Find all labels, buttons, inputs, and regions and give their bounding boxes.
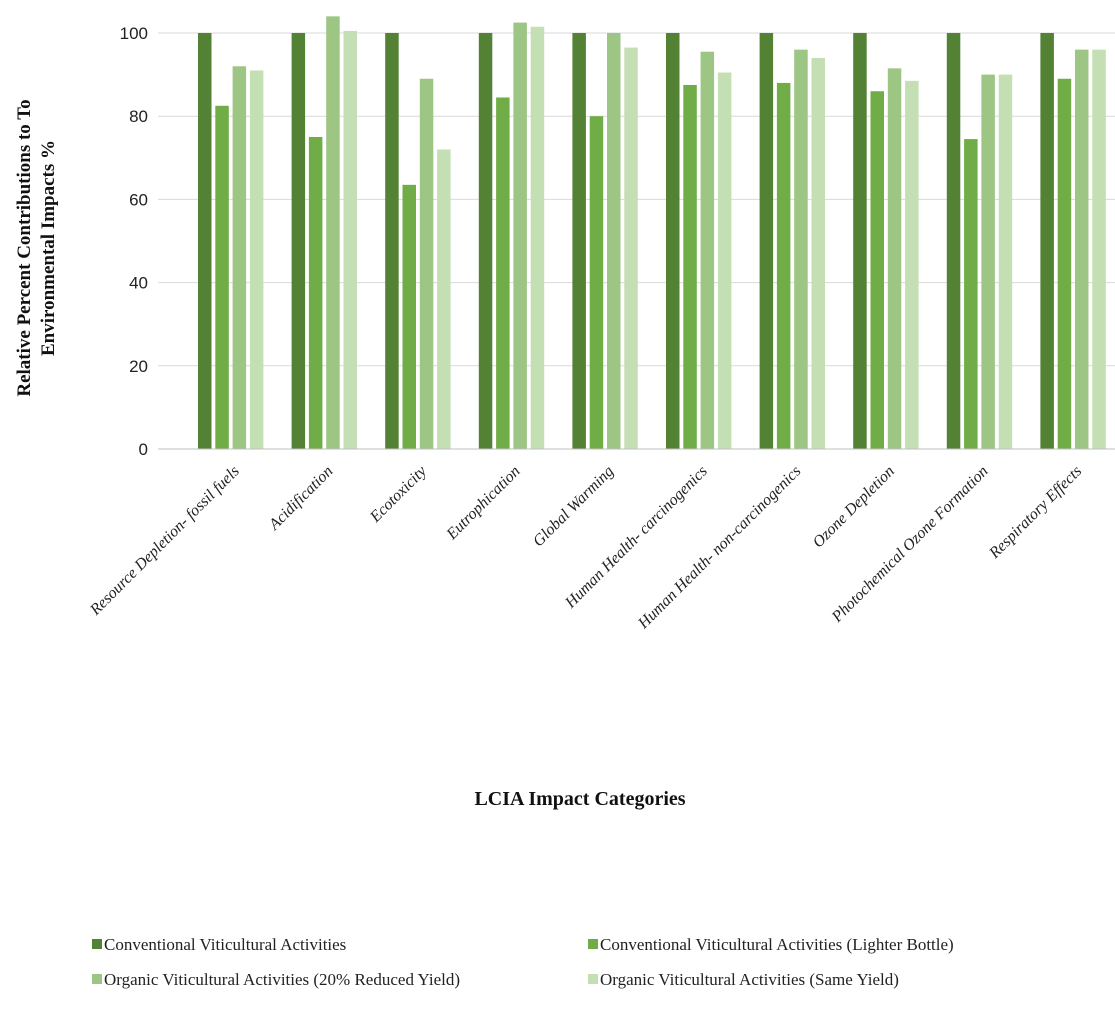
- bar-7-series-1: [759, 33, 774, 449]
- bar-4-series-3: [513, 22, 527, 449]
- legend-label-2: Conventional Viticultural Activities (Li…: [600, 935, 954, 954]
- category-labels: Resource Depletion- fossil fuels Acidific…: [86, 462, 1085, 633]
- bar-7-series-4: [811, 57, 825, 450]
- legend: Conventional Viticultural Activities Conv…: [92, 935, 954, 989]
- x-axis-label: LCIA Impact Categories: [474, 788, 685, 810]
- category-label-9: Photochemical Ozone Formation: [828, 463, 992, 627]
- bar-9-series-4: [998, 74, 1013, 449]
- legend-label-3: Organic Viticultural Activities (20% Red…: [104, 970, 460, 989]
- y-tick-label-100: 100: [120, 24, 148, 43]
- legend-swatch-1: [92, 939, 102, 949]
- bar-10-series-3: [1075, 49, 1089, 449]
- bar-8-series-3: [887, 68, 902, 450]
- legend-label-1: Conventional Viticultural Activities: [104, 935, 346, 954]
- bar-4-series-2: [496, 97, 510, 449]
- y-tick-label-60: 60: [129, 190, 148, 209]
- y-tick-label-0: 0: [139, 440, 148, 459]
- category-label-8: Ozone Depletion: [810, 463, 898, 551]
- bar-8-series-2: [870, 91, 884, 450]
- category-label-1: Resource Depletion- fossil fuels: [86, 463, 243, 620]
- bar-9-series-1: [946, 33, 961, 449]
- bar-1-series-1: [198, 33, 212, 449]
- bar-6-series-1: [666, 33, 680, 449]
- y-axis-label-line-2: Environmental Impacts %: [38, 140, 59, 356]
- legend-swatch-2: [588, 939, 598, 949]
- bar-10-series-2: [1057, 78, 1072, 449]
- bar-10-series-4: [1092, 49, 1106, 449]
- bar-1-series-3: [232, 66, 247, 449]
- category-label-10: Respiratory Effects: [985, 463, 1085, 563]
- bar-4-series-1: [478, 33, 493, 449]
- bar-3-series-3: [419, 78, 434, 449]
- y-axis-label-line-1: Relative Percent Contributions to To: [14, 99, 35, 396]
- bar-1-series-4: [249, 70, 264, 449]
- bar-6-series-4: [717, 72, 732, 450]
- bar-3-series-1: [385, 33, 399, 449]
- bar-9-series-3: [981, 74, 995, 449]
- category-label-2: Acidification: [265, 463, 336, 534]
- bar-8-series-1: [853, 33, 867, 449]
- bar-2-series-4: [343, 30, 357, 449]
- bars: [198, 16, 1106, 450]
- bar-2-series-1: [291, 33, 306, 449]
- bar-5-series-2: [589, 116, 604, 449]
- category-label-4: Eutrophication: [443, 463, 524, 544]
- category-label-7: Human Health- non-carcinogenics: [634, 463, 804, 633]
- bar-3-series-2: [402, 184, 416, 449]
- bar-10-series-1: [1040, 33, 1054, 449]
- y-tick-label-40: 40: [129, 274, 148, 293]
- bar-5-series-4: [624, 47, 638, 450]
- category-label-5: Global Warming: [530, 463, 617, 550]
- legend-swatch-3: [92, 974, 102, 984]
- bar-3-series-4: [437, 149, 451, 450]
- bar-6-series-3: [700, 51, 715, 449]
- bar-1-series-2: [215, 105, 229, 450]
- bar-7-series-2: [776, 82, 791, 450]
- bar-8-series-4: [905, 80, 919, 449]
- bar-6-series-2: [683, 85, 697, 449]
- legend-swatch-4: [588, 974, 598, 984]
- bar-9-series-2: [964, 139, 978, 449]
- legend-label-4: Organic Viticultural Activities (Same Yi…: [600, 970, 899, 989]
- category-label-3: Ecotoxicity: [366, 462, 430, 526]
- bar-4-series-4: [530, 26, 545, 449]
- y-tick-label-80: 80: [129, 107, 148, 126]
- bar-5-series-3: [607, 33, 621, 449]
- y-axis-ticks: 0 20 40 60 80 100: [120, 24, 148, 459]
- bar-2-series-3: [326, 16, 340, 450]
- y-tick-label-20: 20: [129, 357, 148, 376]
- bar-5-series-1: [572, 33, 586, 449]
- bar-7-series-3: [794, 49, 808, 449]
- bar-2-series-2: [308, 137, 323, 449]
